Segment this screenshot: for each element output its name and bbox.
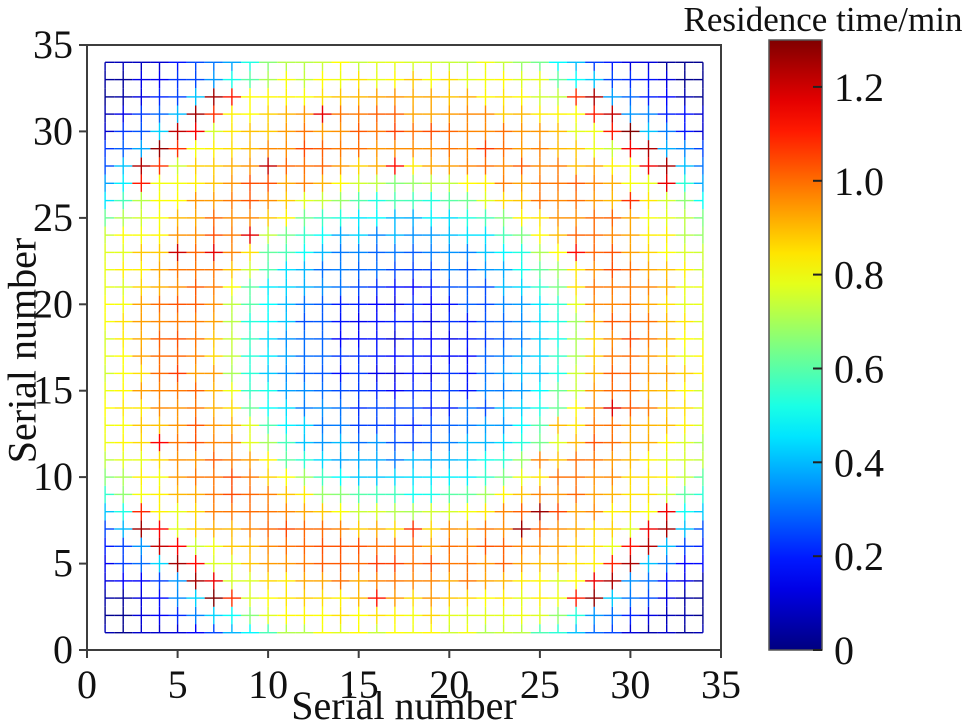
y-tick-label: 0 — [53, 627, 73, 672]
mesh-grid — [104, 61, 704, 634]
y-tick-label: 15 — [33, 368, 73, 413]
x-tick-label: 35 — [701, 662, 741, 707]
x-tick-label: 10 — [248, 662, 288, 707]
y-axis-label: Serial number — [0, 237, 45, 464]
colorbar-title: Residence time/min — [683, 0, 963, 39]
colorbar-tick-label: 0.4 — [834, 440, 884, 485]
x-axis-label: Serial number — [291, 683, 517, 728]
x-tick-label: 15 — [339, 662, 379, 707]
colorbar-gradient — [768, 39, 823, 651]
y-tick-label: 25 — [33, 195, 73, 240]
y-tick-label: 30 — [33, 108, 73, 153]
y-tick-label: 10 — [33, 454, 73, 499]
axis-ticks: 0 5 10 15 20 25 30 35 0 5 10 15 20 25 30 35 — [33, 22, 741, 707]
colorbar-tick-label: 1.0 — [834, 159, 884, 204]
x-tick-label: 20 — [429, 662, 469, 707]
colorbar-ticks: 0 0.2 0.4 0.6 0.8 1.0 1.2 — [813, 65, 884, 673]
y-tick-label: 5 — [53, 541, 73, 586]
y-tick-label: 35 — [33, 22, 73, 67]
y-tick-label: 20 — [33, 281, 73, 326]
colorbar-tick-label: 0 — [834, 628, 854, 673]
x-tick-label: 0 — [77, 662, 97, 707]
colorbar-tick-label: 0.8 — [834, 253, 884, 298]
x-tick-label: 30 — [610, 662, 650, 707]
colorbar-tick-label: 0.6 — [834, 347, 884, 392]
colorbar-tick-label: 1.2 — [834, 65, 884, 110]
plot-frame — [86, 44, 722, 651]
x-tick-label: 5 — [168, 662, 188, 707]
colorbar-tick-label: 0.2 — [834, 534, 884, 579]
x-tick-label: 25 — [520, 662, 560, 707]
